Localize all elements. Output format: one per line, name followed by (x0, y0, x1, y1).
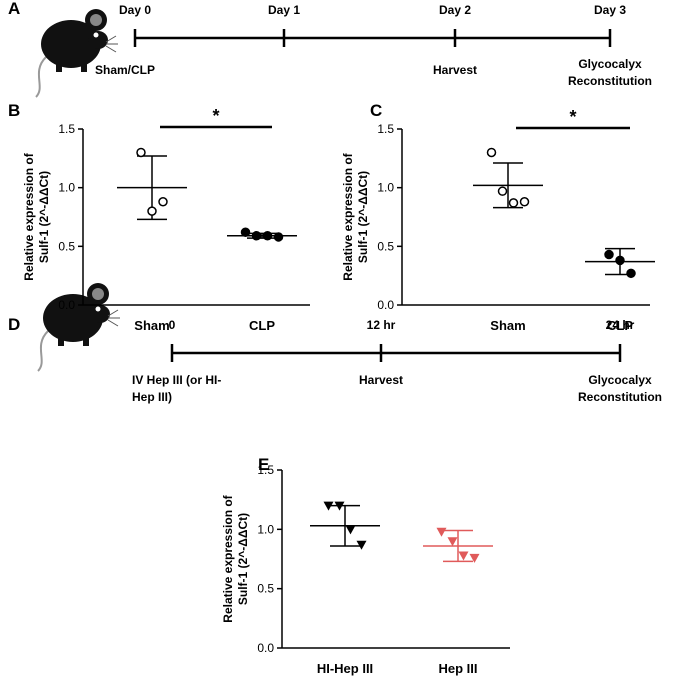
y-tick-label: 1.5 (58, 122, 75, 136)
x-tick-label: HI-Hep III (317, 661, 373, 676)
y-axis-label: Relative expression of (341, 152, 355, 280)
significance-label: * (212, 106, 219, 126)
error-bar (247, 232, 277, 239)
data-point (469, 553, 480, 563)
y-axis-label: Relative expression of (221, 494, 235, 622)
panel-letter: A (8, 0, 20, 18)
y-axis-label: Sulf-1 (2^-ΔΔCt) (356, 171, 370, 263)
timeline-event-label: Harvest (358, 373, 404, 387)
timeline-time-label: 12 hr (367, 318, 396, 332)
data-point (604, 249, 614, 260)
y-tick-label: 1.5 (377, 122, 394, 136)
significance-label: * (569, 107, 576, 127)
timeline-event-label: Sham/CLP (95, 63, 156, 77)
data-point (158, 196, 168, 207)
data-point (508, 198, 519, 208)
y-tick-label: 0.5 (58, 239, 75, 253)
data-point (345, 525, 356, 535)
timeline-event-label: Glycocalyx Reconstitution (568, 57, 652, 88)
data-point (626, 268, 636, 279)
y-axis-label: Sulf-1 (2^-ΔΔCt) (236, 513, 250, 605)
y-tick-label: 1.0 (377, 181, 394, 195)
data-point (136, 147, 146, 158)
panel-letter: B (8, 101, 20, 120)
data-point (262, 231, 273, 241)
x-tick-label: CLP (249, 318, 275, 333)
x-tick-label: CLP (607, 318, 633, 333)
y-tick-label: 1.0 (58, 181, 75, 195)
y-tick-label: 0.0 (257, 641, 274, 655)
timeline-time-label: 0 (169, 318, 176, 332)
error-bar (493, 162, 523, 209)
data-point (615, 255, 625, 266)
data-point (497, 186, 508, 196)
data-point (240, 227, 251, 238)
mouse-icon (35, 9, 118, 98)
timeline-event-label: Glycocalyx Reconstitution (578, 373, 662, 404)
data-point (486, 147, 497, 158)
y-tick-label: 1.5 (257, 463, 274, 477)
data-point (436, 527, 447, 537)
timeline-time-label: 24 hr (606, 318, 635, 332)
data-point (251, 231, 262, 241)
y-tick-label: 1.0 (257, 522, 274, 536)
mouse-icon (37, 283, 120, 372)
data-point (356, 540, 367, 550)
timeline-time-label: Day 3 (594, 3, 626, 17)
error-bar (443, 529, 473, 563)
panel-letter: E (258, 455, 269, 474)
timeline-time-label: Day 1 (268, 3, 300, 17)
y-axis-label: Relative expression of (22, 152, 36, 280)
data-point (273, 232, 284, 242)
panel-letter: C (370, 101, 382, 120)
y-tick-label: 0.5 (377, 239, 394, 253)
data-point (447, 537, 458, 547)
error-bar (330, 504, 360, 547)
timeline-time-label: Day 0 (119, 3, 151, 17)
timeline-event-label: Harvest (432, 63, 478, 77)
y-tick-label: 0.0 (377, 298, 394, 312)
timeline-time-label: Day 2 (439, 3, 471, 17)
data-point (323, 501, 334, 511)
panel-letter: D (8, 315, 20, 334)
x-tick-label: Hep III (438, 661, 477, 676)
data-point (334, 501, 345, 511)
x-tick-label: Sham (134, 318, 169, 333)
x-tick-label: Sham (490, 318, 525, 333)
data-point (519, 196, 530, 207)
data-point (458, 551, 469, 561)
y-tick-label: 0.0 (58, 298, 75, 312)
y-tick-label: 0.5 (257, 582, 274, 596)
data-point (147, 206, 157, 216)
y-axis-label: Sulf-1 (2^-ΔΔCt) (37, 171, 51, 263)
timeline-event-label: IV Hep III (or HI-Hep III) (132, 373, 222, 404)
